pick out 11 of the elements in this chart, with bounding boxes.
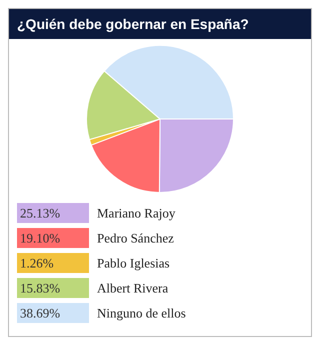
chart-title: ¿Quién debe gobernar en España? [9,9,311,39]
legend-label: Pedro Sánchez [97,230,174,246]
legend-label: Albert Rivera [97,280,168,296]
legend-label: Pablo Iglesias [97,255,170,270]
legend-label: Ninguno de ellos [97,305,186,320]
data-label: 1.26% [20,255,54,270]
data-label: 38.69% [20,305,60,320]
data-label: 19.10% [20,230,60,246]
legend-label: Mariano Rajoy [97,205,176,220]
data-label: 25.13% [20,205,60,220]
data-label: 15.83% [20,280,60,296]
